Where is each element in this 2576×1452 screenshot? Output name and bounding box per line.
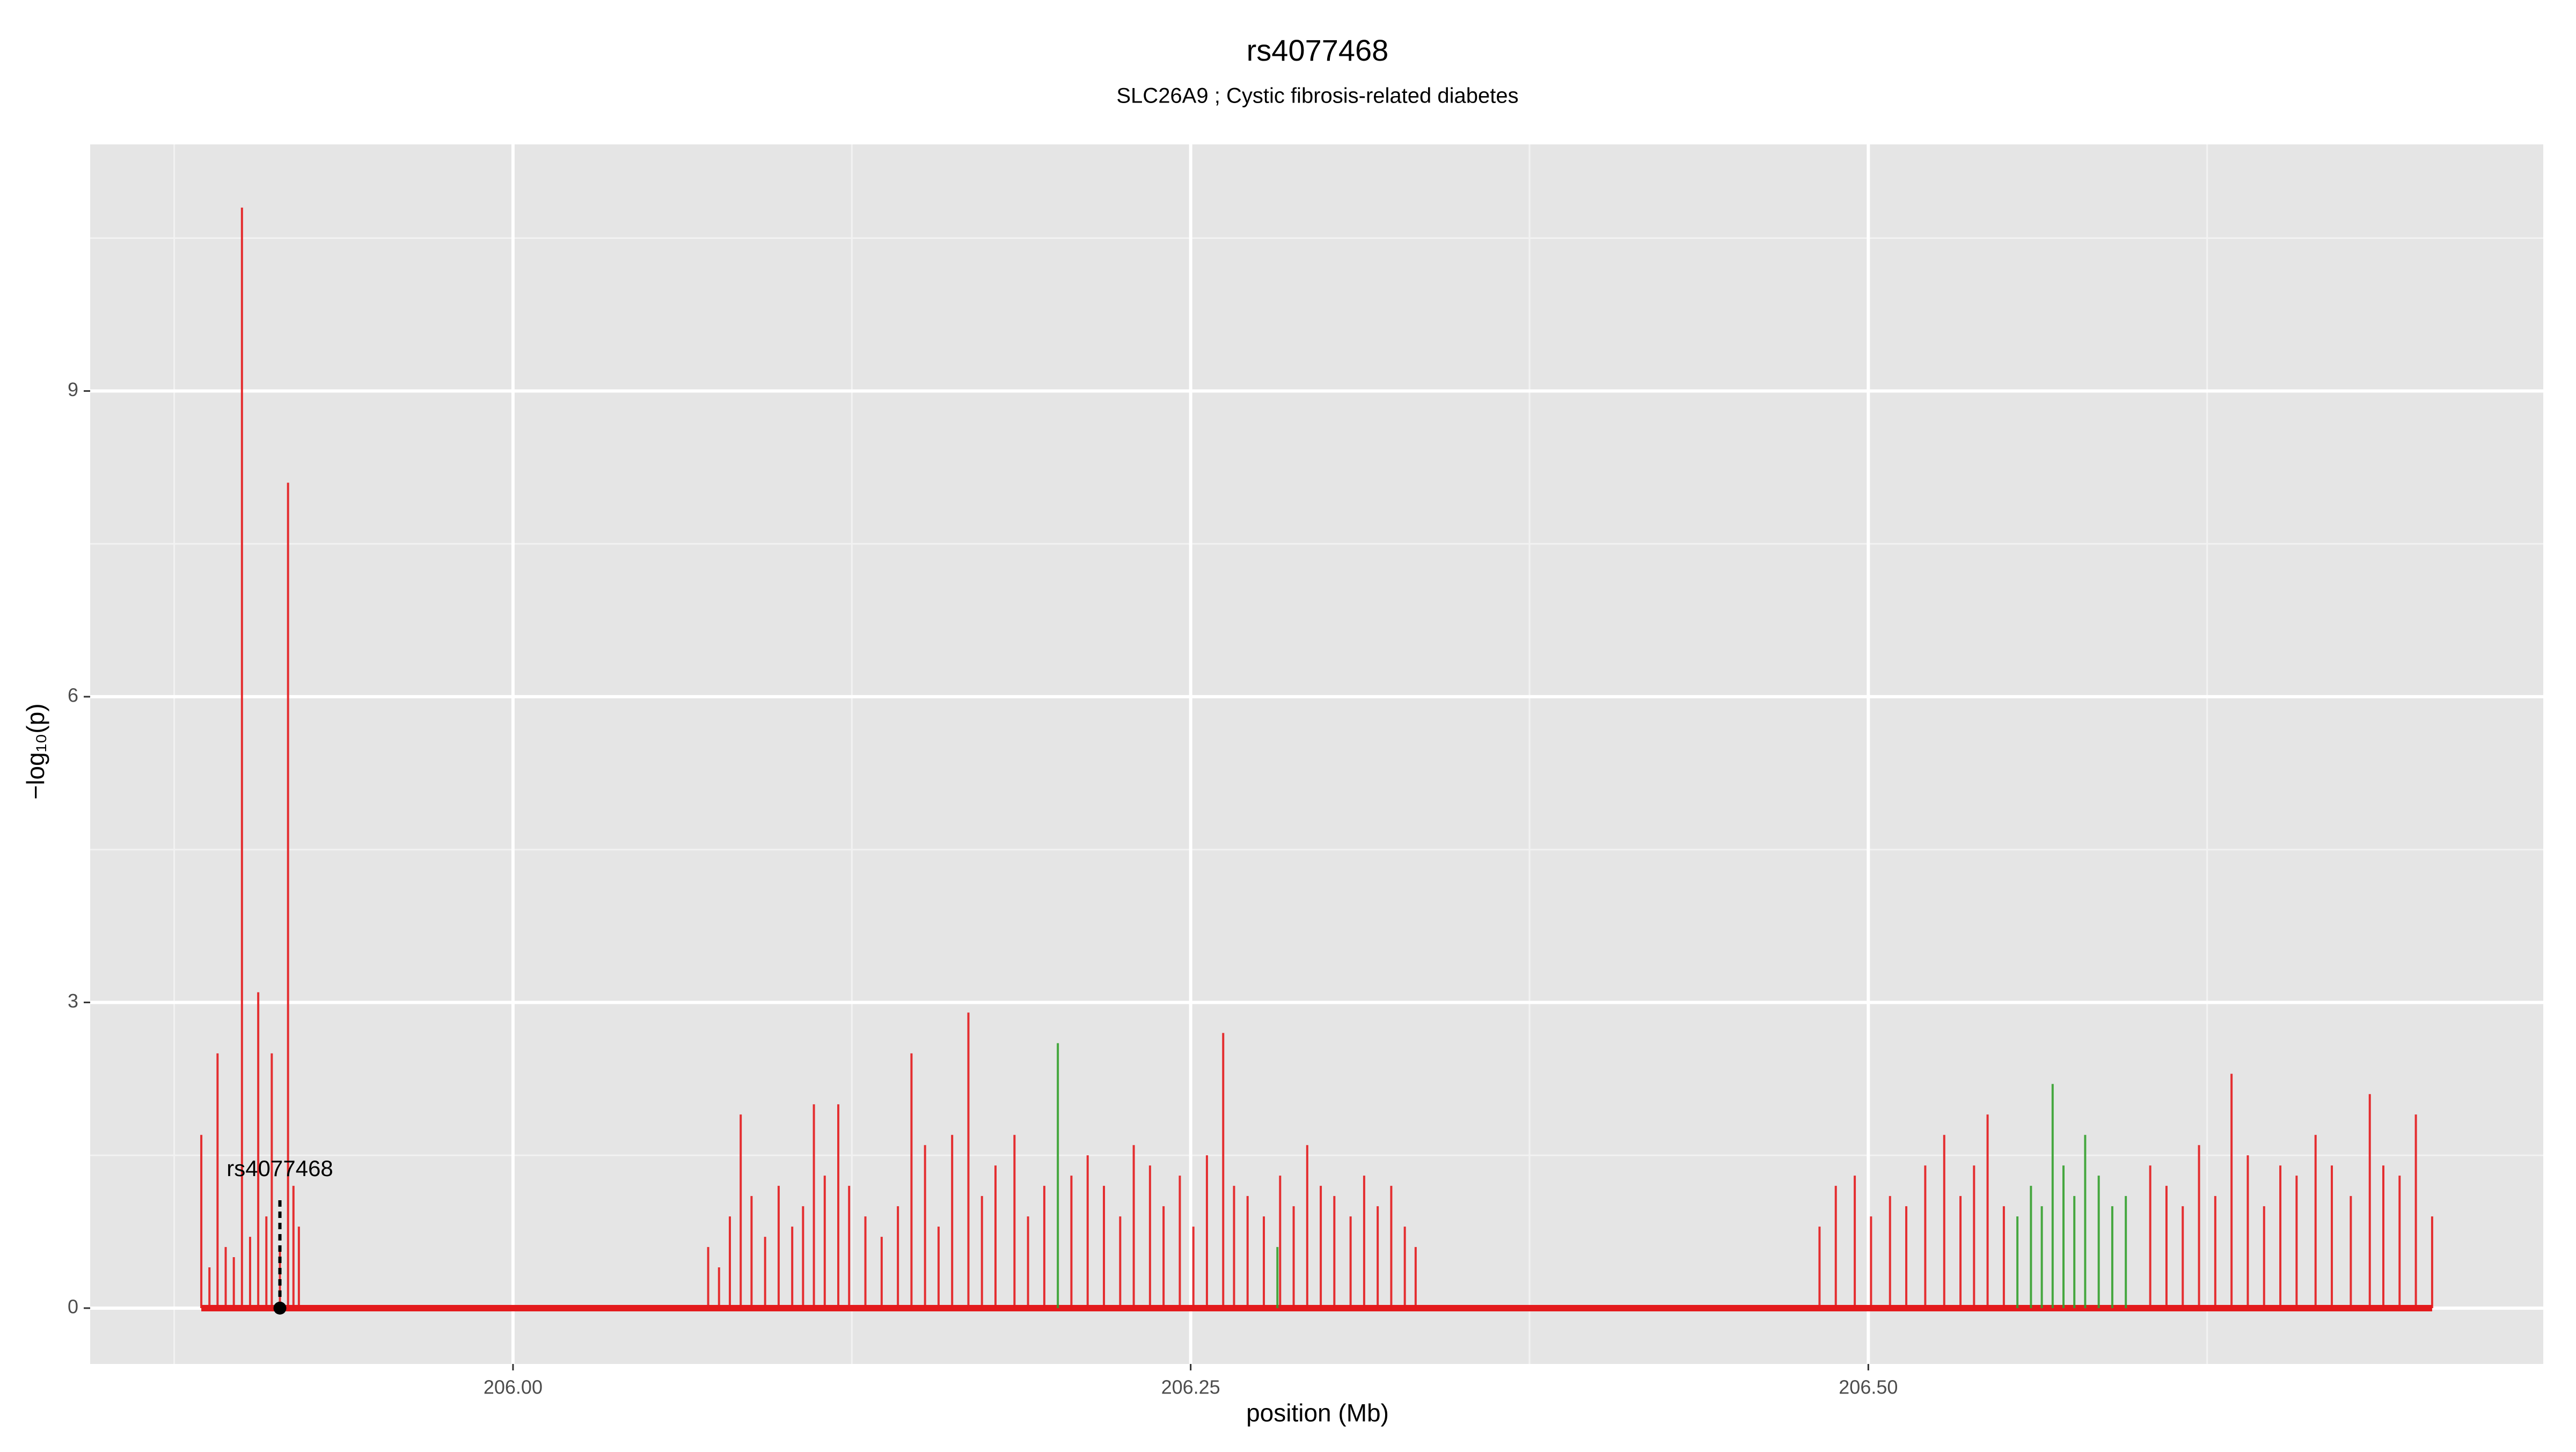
y-tick-label: 3: [68, 990, 78, 1012]
x-tick-label: 206.25: [1161, 1376, 1220, 1398]
x-tick-label: 206.00: [484, 1376, 543, 1398]
x-tick-label: 206.50: [1839, 1376, 1898, 1398]
plot-area: [200, 207, 2433, 1311]
y-tick-label: 6: [68, 684, 78, 706]
y-tick-label: 0: [68, 1295, 78, 1317]
y-axis-label: −log₁₀(p): [21, 703, 49, 799]
y-tick-label: 9: [68, 378, 78, 400]
highlight-label: rs4077468: [226, 1156, 333, 1181]
chart-subtitle: SLC26A9 ; Cystic fibrosis-related diabet…: [1116, 84, 1518, 108]
plot-background: [90, 144, 2543, 1364]
x-axis-label: position (Mb): [1246, 1399, 1389, 1427]
chart-title: rs4077468: [1247, 33, 1389, 67]
highlight-point: [273, 1301, 287, 1315]
